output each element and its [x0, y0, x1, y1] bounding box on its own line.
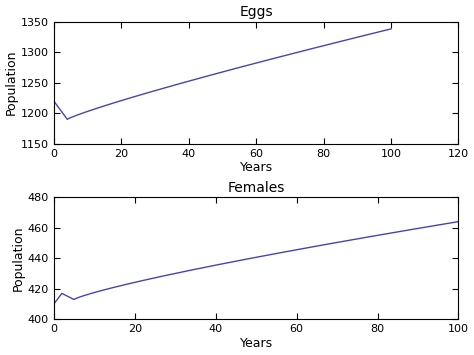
- X-axis label: Years: Years: [239, 337, 273, 350]
- X-axis label: Years: Years: [239, 162, 273, 174]
- Title: Females: Females: [228, 181, 285, 195]
- Title: Eggs: Eggs: [239, 5, 273, 19]
- Y-axis label: Population: Population: [12, 225, 25, 291]
- Y-axis label: Population: Population: [5, 50, 18, 115]
